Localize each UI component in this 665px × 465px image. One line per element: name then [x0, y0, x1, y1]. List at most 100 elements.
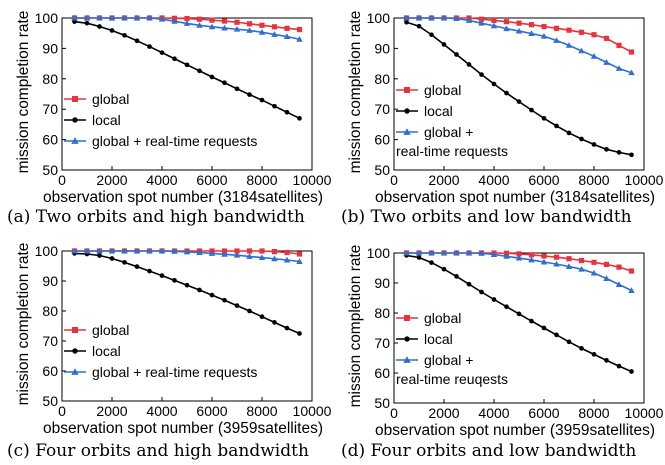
data-point — [147, 44, 152, 49]
data-point — [503, 19, 510, 25]
legend-marker — [404, 336, 410, 342]
data-point — [441, 266, 447, 272]
series-circle — [72, 19, 302, 121]
y-tick-label: 70 — [374, 101, 390, 117]
x-tick-label: 6000 — [528, 405, 559, 421]
legend-marker — [403, 356, 411, 363]
data-point — [591, 142, 597, 147]
series-line — [406, 17, 632, 74]
legend-label: global — [424, 310, 461, 326]
data-point — [159, 50, 165, 55]
data-point — [146, 14, 153, 21]
y-tick-label: 90 — [42, 40, 58, 56]
data-point — [603, 275, 610, 281]
x-tick-label: 2000 — [428, 405, 459, 421]
caption-a: (a) Two orbits and high bandwidth — [7, 207, 305, 227]
x-tick-label: 6000 — [196, 172, 227, 188]
data-point — [109, 256, 115, 261]
data-point — [566, 130, 572, 136]
data-point — [416, 23, 422, 29]
y-tick-label: 80 — [374, 305, 390, 321]
data-point — [71, 14, 78, 21]
data-point — [491, 17, 497, 24]
plot-frame — [393, 17, 645, 171]
x-tick-label: 2000 — [96, 172, 127, 188]
x-tick-label: 10000 — [625, 405, 664, 421]
x-tick-label: 4000 — [478, 172, 509, 188]
data-point — [246, 21, 253, 27]
legend-label: local — [424, 103, 453, 119]
y-tick-label: 50 — [374, 162, 390, 178]
panel-c: 0 2000 4000 6000 8000 10000 50 60 70 80 90 100 obser… — [0, 233, 332, 465]
data-point — [491, 297, 497, 302]
data-point — [197, 68, 202, 74]
data-point — [503, 25, 510, 32]
y-tick-label: 70 — [42, 101, 58, 117]
y-axis-label: mission completion rate — [15, 11, 32, 174]
data-point — [259, 248, 265, 254]
data-point — [283, 33, 291, 39]
data-point — [465, 17, 473, 23]
series-square — [403, 250, 635, 274]
data-point — [221, 251, 228, 257]
data-point — [222, 297, 227, 303]
y-axis-label: mission completion rate — [15, 243, 32, 406]
data-point — [615, 65, 623, 71]
data-point — [296, 251, 303, 257]
data-point — [528, 30, 535, 36]
data-point — [159, 273, 165, 278]
data-point — [246, 253, 253, 259]
y-tick-label: 60 — [42, 363, 58, 379]
legend-label: global — [92, 91, 129, 107]
data-point — [272, 103, 277, 109]
data-point — [196, 22, 203, 28]
data-point — [578, 257, 585, 264]
data-point — [578, 47, 585, 54]
series-circle — [72, 251, 302, 336]
y-tick-label: 100 — [35, 10, 59, 26]
panel-b: 0 2000 4000 6000 8000 10000 50 60 70 80 90 100 obser… — [332, 0, 665, 232]
panel-d: 0 2000 4000 6000 8000 10000 50 60 70 80 90 100 obser… — [332, 233, 665, 465]
data-point — [284, 325, 290, 331]
y-axis: 50 60 70 80 90 100 — [35, 243, 66, 409]
data-point — [221, 24, 228, 31]
data-point — [628, 287, 635, 293]
legend-label: global + — [424, 124, 473, 140]
data-point — [516, 99, 522, 104]
legend-label: global + — [424, 352, 473, 368]
chart-c: 0 2000 4000 6000 8000 10000 50 60 70 80 90 100 obser… — [15, 243, 332, 437]
data-point — [629, 152, 634, 158]
data-point — [72, 19, 77, 24]
data-point — [553, 254, 560, 260]
data-point — [528, 252, 535, 258]
data-point — [108, 247, 116, 254]
data-point — [603, 261, 610, 267]
data-point — [247, 92, 252, 97]
data-point — [284, 109, 290, 115]
data-point — [121, 14, 128, 21]
data-point — [234, 248, 240, 254]
data-point — [108, 14, 116, 21]
y-tick-label: 80 — [42, 303, 58, 319]
y-tick-label: 70 — [374, 335, 390, 351]
data-point — [283, 256, 291, 263]
x-tick-label: 2000 — [96, 403, 127, 419]
y-axis: 50 60 70 80 90 100 — [367, 10, 398, 178]
x-axis: 0 2000 4000 6000 8000 10000 — [390, 166, 664, 188]
legend-label: real-time reuqests — [396, 371, 508, 387]
x-tick-label: 8000 — [578, 405, 609, 421]
data-point — [96, 247, 103, 254]
data-point — [616, 42, 622, 48]
data-point — [578, 29, 585, 35]
x-axis: 0 2000 4000 6000 8000 10000 — [58, 166, 332, 188]
y-axis-label: mission completion rate — [347, 245, 364, 408]
data-point — [234, 86, 240, 92]
y-tick-label: 60 — [374, 365, 390, 381]
data-point — [271, 249, 278, 255]
data-point — [528, 22, 535, 28]
data-point — [515, 254, 523, 261]
legend-label: global + real-time requests — [92, 364, 257, 380]
data-point — [121, 247, 128, 254]
data-point — [591, 352, 597, 357]
legend-label: global — [424, 82, 461, 98]
